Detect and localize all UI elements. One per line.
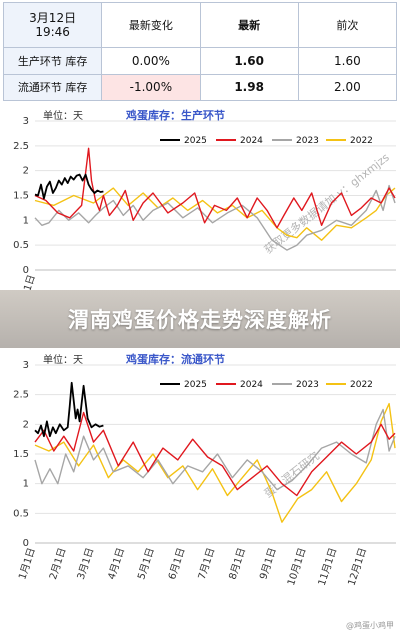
chart-title: 鸡蛋库存：流通环节 — [125, 352, 225, 366]
y-tick-label: 2 — [23, 166, 29, 177]
banner-title: 渭南鸡蛋价格走势深度解析 — [68, 308, 332, 332]
unit-label: 单位：天 — [43, 109, 83, 122]
time-text: 19:46 — [35, 25, 70, 40]
chart-circulation-inventory: 0 0.5 1 1.5 2 2.5 3 1月1日 2月1日 3月1日 4月1日 5月1日 6月1日 7月1… — [13, 352, 396, 587]
y-tick-label: 1.5 — [13, 449, 29, 460]
series-line-2023 — [34, 184, 396, 251]
x-tick-label: 1月1日 — [16, 546, 38, 581]
row-label: 生产环节 库存 — [2, 47, 103, 75]
row-change: 0.00% — [101, 47, 201, 75]
series-line-2023 — [34, 408, 396, 491]
chart-panel-circulation: 0 0.5 1 1.5 2 2.5 3 1月1日 2月1日 3月1日 4月1日 5月1日 6月1日 7月1… — [0, 348, 400, 618]
y-tick-label: 1 — [23, 215, 29, 226]
table-row: 生产环节 库存 0.00% 1.60 1.60 — [2, 47, 398, 75]
unit-label: 单位：天 — [43, 353, 83, 366]
y-tick-label: 2.5 — [13, 141, 29, 152]
series-line-2025 — [34, 173, 104, 200]
y-tick-label: 0 — [23, 538, 29, 549]
x-tick-label: 8月1日 — [227, 546, 249, 581]
y-tick-label: 1.5 — [13, 191, 29, 202]
row-change: -1.00% — [101, 73, 201, 102]
legend-label-2023: 2023 — [296, 136, 319, 146]
y-tick-label: 3 — [23, 360, 29, 371]
legend-label-2022: 2022 — [350, 136, 373, 146]
title-banner: 渭南鸡蛋价格走势深度解析 — [0, 290, 400, 348]
x-tick-label: 12月1日 — [346, 546, 369, 587]
row-prev: 1.60 — [297, 47, 398, 75]
header-prev: 前次 — [297, 1, 398, 49]
x-tick-label: 4月1日 — [106, 546, 128, 581]
legend-label-2022: 2022 — [350, 380, 373, 390]
corner-watermark: @鸡蛋小鸡甲 — [346, 621, 394, 630]
y-tick-label: 0 — [23, 265, 29, 276]
y-tick-label: 2 — [23, 419, 29, 430]
legend-label-2023: 2023 — [296, 380, 319, 390]
row-label: 流通环节 库存 — [2, 73, 103, 102]
summary-table: 3月12日 19:46 最新变化 最新 前次 生产环节 库存 0.00% 1.6… — [2, 1, 398, 102]
series-line-2025 — [34, 381, 104, 438]
row-latest: 1.98 — [199, 73, 299, 102]
series-line-2024 — [34, 411, 396, 497]
x-tick-label: 10月1日 — [285, 546, 308, 587]
row-latest: 1.60 — [199, 47, 299, 75]
row-prev: 2.00 — [297, 73, 398, 102]
y-tick-label: 0.5 — [13, 240, 29, 251]
y-tick-label: 0.5 — [13, 508, 29, 519]
legend-label-2025: 2025 — [184, 136, 207, 146]
date-text: 3月12日 — [29, 11, 77, 26]
date-time-cell: 3月12日 19:46 — [2, 1, 103, 49]
legend-label-2024: 2024 — [240, 136, 263, 146]
summary-table-container: 3月12日 19:46 最新变化 最新 前次 生产环节 库存 0.00% 1.6… — [2, 1, 398, 102]
y-tick-label: 2.5 — [13, 390, 29, 401]
legend-label-2025: 2025 — [184, 380, 207, 390]
x-tick-label: 1月1日 — [16, 273, 38, 290]
series-line-2022 — [34, 187, 396, 241]
header-latest: 最新 — [199, 1, 299, 49]
x-tick-label: 9月1日 — [257, 546, 279, 581]
x-tick-label: 2月1日 — [47, 546, 69, 581]
y-tick-label: 1 — [23, 479, 29, 490]
x-tick-label: 3月1日 — [75, 546, 97, 581]
table-row: 流通环节 库存 -1.00% 1.98 2.00 — [2, 73, 398, 102]
legend-label-2024: 2024 — [240, 380, 263, 390]
header-change: 最新变化 — [101, 1, 201, 49]
y-tick-label: 3 — [23, 116, 29, 127]
chart-production-inventory: 0 0.5 1 1.5 2 2.5 3 1月1日 单位：天 鸡蛋库存：生产环节 2025 2024 20… — [13, 108, 396, 290]
x-tick-label: 7月1日 — [196, 546, 218, 581]
summary-header-row: 3月12日 19:46 最新变化 最新 前次 — [2, 1, 398, 49]
x-tick-label: 11月1日 — [316, 546, 339, 587]
chart-panel-production: 0 0.5 1 1.5 2 2.5 3 1月1日 单位：天 鸡蛋库存：生产环节 2025 2024 20… — [0, 104, 400, 290]
x-tick-label: 5月1日 — [135, 546, 157, 581]
chart-title: 鸡蛋库存：生产环节 — [125, 108, 225, 122]
x-tick-label: 6月1日 — [166, 546, 188, 581]
